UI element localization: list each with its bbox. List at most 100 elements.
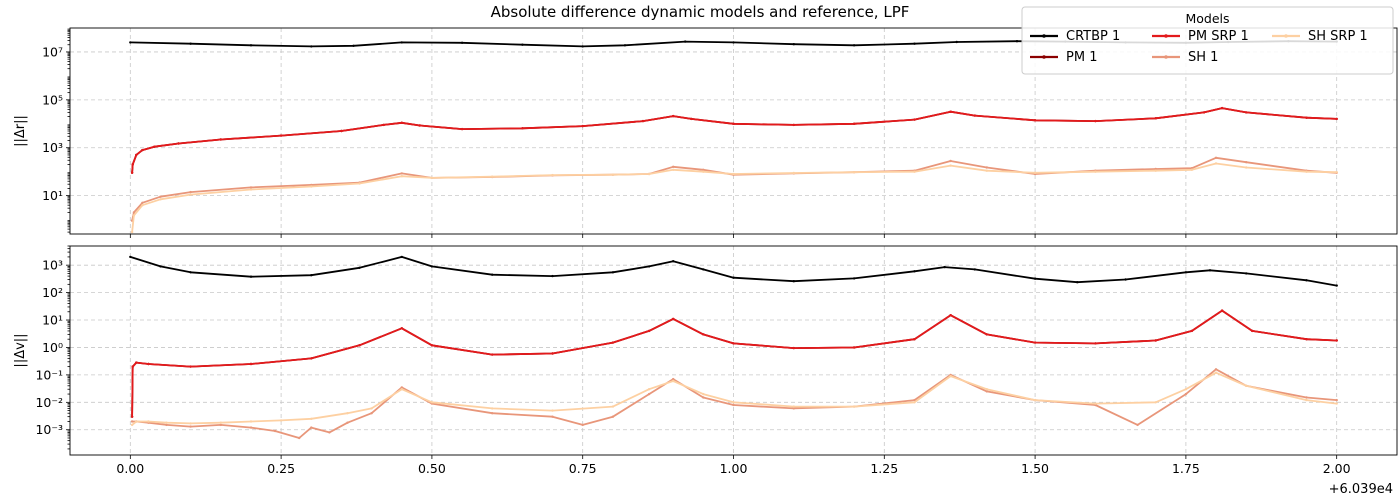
data-point (985, 388, 988, 391)
legend-box (1021, 6, 1394, 75)
data-point (400, 388, 403, 391)
data-point (1136, 423, 1139, 427)
data-point (672, 377, 675, 381)
data-point (141, 204, 144, 207)
data-point (623, 44, 627, 47)
data-point (1033, 341, 1037, 344)
x-tick-label: 0.75 (569, 461, 597, 476)
data-point (690, 117, 693, 121)
data-point (1335, 284, 1338, 287)
data-point (641, 119, 645, 123)
data-point (1154, 401, 1157, 404)
data-point (279, 134, 283, 137)
data-point (1094, 342, 1097, 345)
data-point (647, 388, 651, 391)
data-point (702, 396, 705, 399)
data-point (611, 415, 615, 418)
data-point (551, 352, 554, 355)
data-point (430, 344, 434, 347)
panel-velocity: 0.00 0.25 0.50 0.75 1.00 1.25 1.50 1.75 2.00 10⁻³… (13, 245, 1398, 476)
data-point (551, 415, 554, 418)
data-point (913, 118, 916, 121)
panel-position: 10¹ 10³ 10⁵ 10⁷ ||Δr|| (13, 27, 1398, 238)
data-point (581, 45, 584, 48)
data-point (672, 114, 675, 118)
data-point (1094, 119, 1097, 123)
data-point (219, 423, 222, 427)
data-point (491, 175, 494, 178)
data-point (1335, 339, 1338, 342)
data-point (732, 276, 735, 279)
y-tick-label: 10⁻² (35, 395, 63, 410)
legend-label: CRTBP 1 (1066, 29, 1120, 44)
data-point (1184, 271, 1188, 274)
data-point (973, 268, 976, 271)
data-point (913, 401, 916, 404)
axes-frame (69, 245, 1398, 456)
legend-label: PM 1 (1066, 50, 1097, 65)
data-point (165, 421, 168, 424)
data-point (491, 412, 494, 415)
data-point (310, 426, 313, 429)
series-line-pm-srp-1 (131, 309, 1337, 417)
data-point (949, 110, 952, 113)
y-axis-label: ||Δv|| (13, 333, 28, 367)
data-point (130, 230, 134, 234)
data-point (852, 277, 856, 280)
data-point (551, 409, 554, 412)
series-line-pm-1 (131, 309, 1337, 417)
data-point (551, 173, 554, 177)
data-point (135, 420, 138, 423)
data-point (130, 423, 134, 427)
figure-title: Absolute difference dynamic models and r… (491, 3, 910, 21)
data-point (130, 171, 134, 174)
data-point (672, 165, 675, 168)
data-point (460, 41, 464, 44)
data-point (491, 353, 494, 356)
data-point (1305, 396, 1308, 399)
data-point (852, 122, 856, 126)
data-point (611, 405, 615, 408)
data-point (985, 333, 988, 336)
data-point (141, 148, 144, 152)
data-point (328, 431, 331, 434)
data-point (647, 392, 651, 396)
data-point (792, 171, 795, 175)
data-point (491, 273, 494, 276)
data-point (949, 314, 952, 317)
data-point (130, 420, 134, 423)
data-point (943, 265, 946, 269)
data-point (551, 274, 554, 278)
data-point (949, 374, 952, 378)
data-point (310, 185, 313, 188)
data-point (611, 173, 615, 176)
data-point (1033, 398, 1037, 402)
data-point (1245, 111, 1248, 114)
y-tick-label: 10¹ (42, 188, 63, 203)
data-point (581, 124, 584, 128)
data-point (430, 176, 434, 180)
data-point (219, 138, 222, 141)
legend-marker (1042, 34, 1046, 38)
data-point (430, 401, 434, 404)
data-point (189, 365, 192, 368)
legend-marker (1042, 55, 1046, 59)
data-point (792, 407, 795, 410)
axes-frame (69, 27, 1398, 235)
data-point (1220, 309, 1224, 312)
data-point (400, 327, 403, 330)
data-point (189, 190, 192, 194)
legend-marker (1284, 34, 1288, 38)
data-point (732, 342, 735, 345)
data-point (249, 362, 253, 366)
data-point (1220, 106, 1224, 110)
data-point (913, 42, 916, 45)
x-tick-label: 1.50 (1021, 461, 1049, 476)
data-point (913, 338, 916, 341)
data-point (1245, 272, 1248, 275)
data-point (189, 422, 192, 425)
data-point (189, 425, 192, 428)
data-point (647, 329, 651, 333)
data-point (279, 419, 283, 422)
